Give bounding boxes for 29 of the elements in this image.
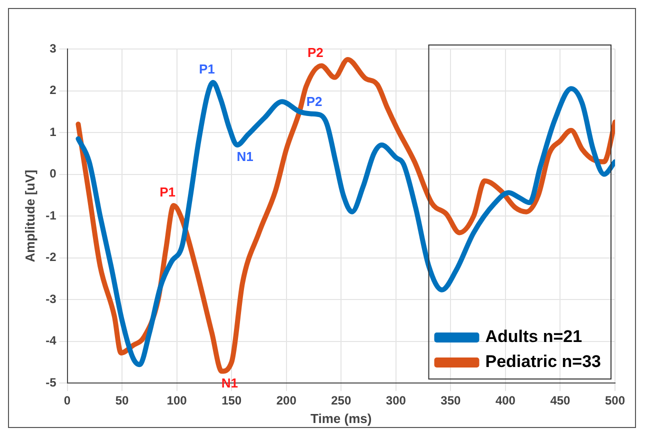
x-tick-label: 100 xyxy=(166,394,188,408)
x-tick-label: 450 xyxy=(550,394,571,408)
x-tick-label: 500 xyxy=(604,394,626,408)
annotation: N1 xyxy=(236,149,254,164)
y-axis-title: Amplitude [uV] xyxy=(22,170,38,262)
x-tick-label: 150 xyxy=(222,394,242,408)
legend-label: Pediatric n=33 xyxy=(485,352,602,372)
annotation: P1 xyxy=(160,184,176,200)
annotation: P2 xyxy=(306,94,322,110)
x-tick-label: 300 xyxy=(386,394,406,408)
y-tick-label: -1 xyxy=(46,208,57,222)
y-tick-label: -5 xyxy=(46,375,57,390)
y-tick-label: -2 xyxy=(46,250,57,264)
x-tick-label: 0 xyxy=(64,394,71,408)
legend-label: Adults n=21 xyxy=(485,327,582,346)
x-tick-label: 50 xyxy=(115,394,130,408)
y-tick-label: 1 xyxy=(50,124,57,139)
y-tick-label: 0 xyxy=(50,166,57,181)
x-tick-label: 250 xyxy=(331,394,352,408)
y-tick-label: -3 xyxy=(46,292,57,306)
x-tick-label: 400 xyxy=(495,394,516,408)
x-axis-title: Time (ms) xyxy=(310,410,372,426)
y-tick-label: 2 xyxy=(50,83,57,98)
y-tick-label: -4 xyxy=(46,334,57,348)
x-tick-label: 350 xyxy=(440,394,462,408)
annotation: P2 xyxy=(307,44,324,60)
x-tick-label: 200 xyxy=(276,394,297,408)
y-tick-label: 3 xyxy=(50,41,57,56)
annotation: P1 xyxy=(199,61,215,76)
